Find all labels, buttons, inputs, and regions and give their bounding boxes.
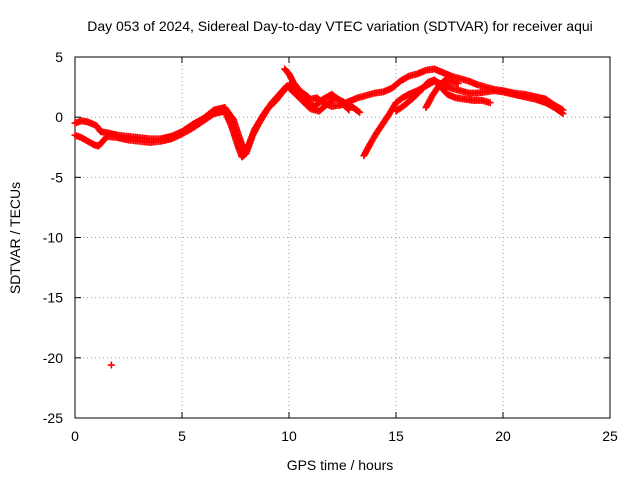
grid	[75, 57, 610, 418]
y-tick-label: -20	[43, 350, 63, 366]
x-tick-label: 20	[495, 428, 511, 444]
y-tick-label: 5	[55, 49, 63, 65]
data-point	[356, 108, 364, 116]
data-point	[403, 73, 411, 81]
data-point	[354, 107, 362, 115]
series-track-e	[392, 76, 494, 115]
data-point	[559, 110, 567, 118]
data-points	[71, 65, 567, 369]
data-point	[486, 99, 494, 107]
y-tick-label: -15	[43, 290, 63, 306]
x-tick-label: 15	[388, 428, 404, 444]
series-outlier	[107, 361, 115, 369]
x-axis-label: GPS time / hours	[287, 457, 394, 473]
y-tick-label: -10	[43, 230, 63, 246]
data-point	[345, 106, 353, 114]
data-point	[344, 105, 352, 113]
axis-ticks	[74, 56, 611, 419]
chart-title: Day 053 of 2024, Sidereal Day-to-day VTE…	[87, 18, 593, 34]
y-tick-label: -25	[43, 410, 63, 426]
x-tick-label: 5	[178, 428, 186, 444]
axis-tick-labels: 0 5 10 15 20 25 5 0 -5 -10 -15 -20 -25	[43, 49, 618, 444]
y-tick-label: 0	[55, 109, 63, 125]
data-point	[454, 79, 462, 87]
y-axis-label: SDTVAR / TECUs	[7, 182, 23, 294]
x-tick-label: 0	[71, 428, 79, 444]
y-tick-label: -5	[51, 169, 64, 185]
x-tick-label: 25	[602, 428, 618, 444]
data-point	[557, 109, 565, 117]
series-track-b	[71, 79, 353, 161]
series-track-f	[422, 76, 462, 112]
data-point	[107, 361, 115, 369]
x-tick-label: 10	[281, 428, 297, 444]
